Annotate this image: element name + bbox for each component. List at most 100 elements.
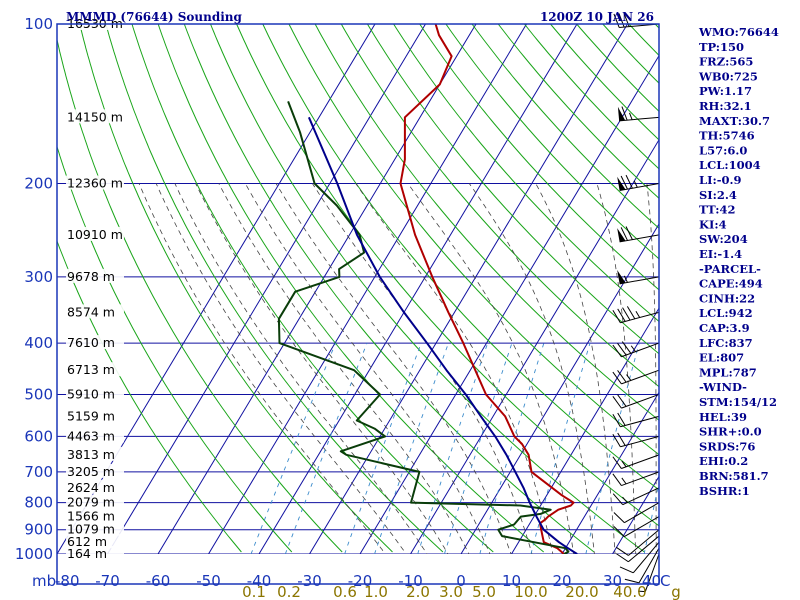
temperature-tick-label: -10	[398, 572, 423, 590]
isotherm-line	[157, 24, 477, 554]
wind-barb	[638, 553, 660, 593]
stability-index: RH:32.1	[699, 99, 752, 113]
height-label-bg	[66, 446, 124, 461]
wind-barb	[612, 306, 660, 324]
index-bg	[697, 261, 797, 276]
wind-barb	[616, 529, 660, 556]
isotherm-line	[511, 307, 659, 554]
height-label-bg	[66, 408, 124, 423]
chart-title: MMMD (76644) Sounding	[66, 10, 243, 24]
stability-index: LCL:1004	[699, 158, 761, 172]
stability-index: WB0:725	[698, 69, 758, 83]
dry-adiabat	[262, 24, 659, 491]
stability-index: L57:6.0	[699, 143, 747, 157]
index-bg	[697, 276, 797, 291]
temperature-tick-label: 30	[603, 572, 622, 590]
stability-index: WMO:76644	[698, 25, 779, 39]
pressure-tick-label: 400	[24, 334, 53, 352]
temperature-tick-label: -80	[55, 572, 80, 590]
index-bg	[697, 335, 797, 350]
pressure-unit-label: mb	[32, 572, 56, 590]
series-parcel-line	[307, 116, 578, 554]
height-label: 7610 m	[67, 335, 115, 350]
stability-index: -PARCEL-	[699, 262, 761, 276]
height-label-bg	[66, 362, 124, 377]
stability-index: LI:-0.9	[699, 173, 742, 187]
pressure-tick-label: 300	[24, 268, 53, 286]
height-label: 4463 m	[67, 428, 115, 443]
index-bg	[697, 69, 797, 84]
height-label: 14150 m	[67, 109, 123, 124]
height-label-bg	[66, 463, 124, 478]
index-bg	[697, 25, 797, 39]
height-label-bg	[66, 335, 124, 350]
index-bg	[697, 128, 797, 143]
index-bg	[697, 483, 797, 498]
height-label-bg	[66, 109, 124, 124]
stability-index: TH:5746	[699, 129, 755, 143]
height-label-bg	[66, 534, 124, 549]
stability-index: BRN:581.7	[699, 469, 769, 483]
pressure-tick-label: 200	[24, 175, 53, 193]
index-bg	[697, 113, 797, 128]
mixing-ratio-label: 20.0	[565, 583, 598, 600]
isotherm-line	[359, 54, 659, 554]
dry-adiabat	[57, 144, 293, 553]
dry-adiabat	[497, 24, 659, 200]
moist-adiabat	[312, 183, 533, 554]
wind-barb	[616, 535, 660, 563]
valid-time: 1200Z 10 JAN 26	[540, 10, 654, 24]
wind-barb	[613, 516, 660, 538]
dry-adiabat	[157, 24, 545, 553]
height-label-bg	[66, 546, 124, 560]
moist-adiabat	[218, 183, 470, 554]
dry-adiabats	[57, 24, 659, 553]
wind-barb	[624, 547, 660, 584]
temperature-tick-label: 10	[502, 572, 521, 590]
isotherm-line	[410, 138, 659, 554]
stability-index: BSHR:1	[699, 484, 750, 498]
stability-index: MPL:787	[699, 365, 757, 379]
stability-index: STM:154/12	[699, 395, 777, 409]
height-label: 10910 m	[67, 227, 123, 242]
height-label: 1566 m	[67, 509, 115, 524]
height-label: 3813 m	[67, 447, 115, 462]
dry-adiabat	[183, 24, 595, 553]
dry-adiabat	[471, 24, 659, 229]
height-label-bg	[66, 521, 124, 536]
index-bg	[697, 173, 797, 187]
mixing-ratio-label: 0.1	[242, 583, 266, 600]
plot-frame	[56, 23, 660, 585]
dry-adiabat	[288, 24, 659, 456]
stability-index: SW:204	[699, 232, 748, 246]
isotherm-line	[258, 24, 578, 554]
isotherm-line	[561, 391, 659, 554]
moist-adiabat	[535, 183, 616, 554]
dry-adiabat	[550, 24, 659, 141]
height-label: 8574 m	[67, 304, 115, 319]
series-dewpoint-line	[277, 101, 570, 554]
mixing-ratio-lines	[250, 342, 659, 554]
mixing-ratio-line	[585, 342, 640, 554]
index-bg	[697, 84, 797, 99]
height-label: 1079 m	[67, 522, 115, 537]
stability-index: -WIND-	[699, 380, 747, 394]
dry-adiabat	[419, 24, 659, 291]
temperature-tick-label: -40	[247, 572, 272, 590]
stability-indices-panel: WMO:76644TP:150FRZ:565WB0:725PW:1.17RH:3…	[697, 25, 797, 498]
height-label-bg	[66, 428, 124, 443]
stability-index: SHR+:0.0	[699, 425, 762, 439]
isotherm-line	[460, 223, 659, 554]
dry-adiabat	[131, 24, 494, 553]
index-bg	[697, 439, 797, 454]
stability-index: SRDS:76	[699, 439, 755, 453]
index-bg	[697, 409, 797, 424]
height-label: 5159 m	[67, 408, 115, 423]
dry-adiabat	[524, 24, 659, 170]
mixing-ratio-label: 2.0	[406, 583, 430, 600]
temperature-tick-label: -20	[348, 572, 373, 590]
wind-barb	[612, 432, 660, 448]
index-bg	[697, 395, 797, 409]
